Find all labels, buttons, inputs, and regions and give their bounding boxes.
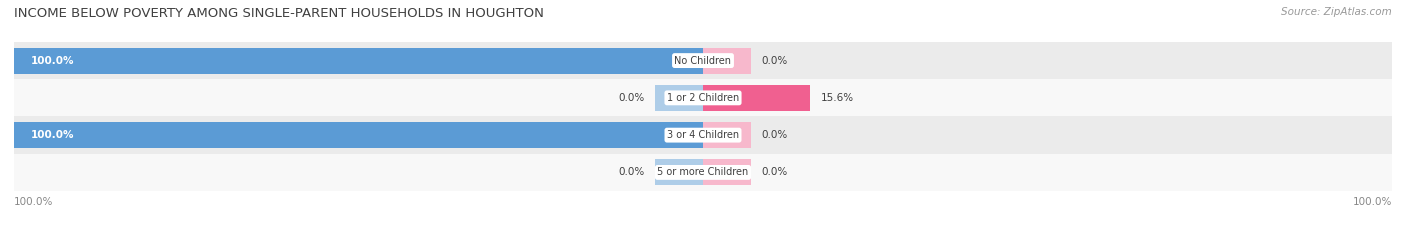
Text: 100.0%: 100.0% [31,130,75,140]
Bar [14,42,1392,79]
Text: 100.0%: 100.0% [31,56,75,65]
Text: 5 or more Children: 5 or more Children [658,168,748,177]
Text: 100.0%: 100.0% [1353,197,1392,207]
Text: Source: ZipAtlas.com: Source: ZipAtlas.com [1281,7,1392,17]
Bar [14,48,703,74]
Text: 0.0%: 0.0% [619,168,644,177]
Bar [703,159,751,185]
Bar [655,85,703,111]
Text: 100.0%: 100.0% [14,197,53,207]
Text: 0.0%: 0.0% [619,93,644,103]
Text: No Children: No Children [675,56,731,65]
Bar [655,159,703,185]
Text: 0.0%: 0.0% [762,168,787,177]
Text: 0.0%: 0.0% [762,56,787,65]
Bar [14,122,703,148]
Text: 3 or 4 Children: 3 or 4 Children [666,130,740,140]
Text: 1 or 2 Children: 1 or 2 Children [666,93,740,103]
Bar [14,79,1392,116]
Text: 0.0%: 0.0% [762,130,787,140]
Bar [703,122,751,148]
Bar [703,48,751,74]
Text: INCOME BELOW POVERTY AMONG SINGLE-PARENT HOUSEHOLDS IN HOUGHTON: INCOME BELOW POVERTY AMONG SINGLE-PARENT… [14,7,544,20]
Text: 15.6%: 15.6% [821,93,853,103]
Bar [14,154,1392,191]
Bar [14,116,1392,154]
Bar [703,85,810,111]
